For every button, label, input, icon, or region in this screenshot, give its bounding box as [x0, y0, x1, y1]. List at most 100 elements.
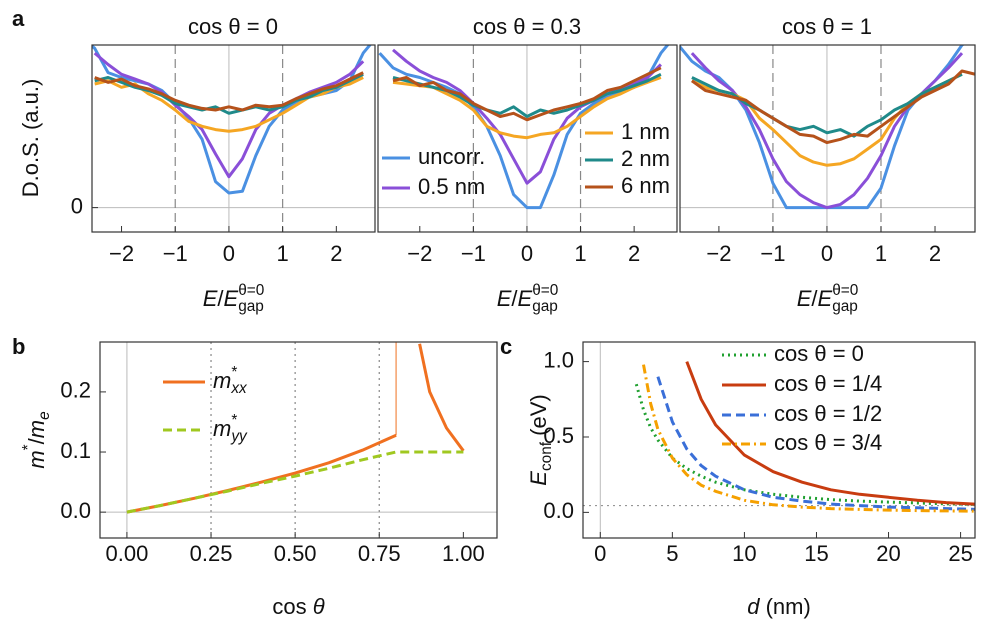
y-axis-label-part: E	[526, 471, 551, 486]
x-axis-label-part: E	[224, 286, 239, 311]
legend-label: cos θ = 1/4	[774, 371, 882, 396]
x-tick-label: 0.75	[358, 541, 401, 566]
x-tick-label: −2	[407, 241, 432, 266]
y-tick-label: 1.0	[543, 347, 574, 372]
legend-label-part: yy	[230, 428, 248, 445]
x-tick-label: 2	[628, 241, 640, 266]
y-axis-label-part: m	[24, 420, 49, 438]
y-tick-label: 0.5	[543, 423, 574, 448]
panel-letter: b	[12, 334, 25, 359]
panel-title: cos θ = 0	[188, 14, 278, 39]
x-axis-label-part: θ=0	[832, 282, 858, 299]
plot-frame	[377, 44, 678, 233]
legend-label: cos θ = 1/2	[774, 401, 882, 426]
legend-label: cos θ = 3/4	[774, 430, 882, 455]
x-tick-label: −1	[461, 241, 486, 266]
x-tick-label: 10	[732, 541, 756, 566]
x-axis-label-part: cos	[272, 594, 312, 619]
x-tick-label: 5	[666, 541, 678, 566]
y-axis-label-part: *	[20, 444, 37, 450]
x-axis-label-part: θ	[313, 594, 325, 619]
x-tick-label: 15	[804, 541, 828, 566]
x-axis-label-part: E	[518, 286, 533, 311]
x-axis-label: d (nm)	[747, 594, 811, 619]
series-line	[642, 364, 975, 513]
panel-letter: c	[500, 334, 512, 359]
panel-title: cos θ = 0.3	[473, 14, 581, 39]
x-tick-label: −2	[706, 241, 731, 266]
legend-label: cos θ = 0	[774, 341, 864, 366]
x-tick-label: 1	[875, 241, 887, 266]
x-tick-label: 1.00	[442, 541, 485, 566]
x-axis-label-part: E	[797, 286, 812, 311]
plot-frame	[582, 341, 976, 539]
series-line	[634, 383, 975, 506]
y-axis-label-part: e	[36, 411, 53, 420]
x-axis-label-part: E	[203, 286, 218, 311]
x-axis-label-part: gap	[532, 298, 558, 315]
y-tick-label: 0.1	[60, 438, 91, 463]
y-tick-label: 0.2	[60, 378, 91, 403]
x-axis-label-part: E	[818, 286, 833, 311]
y-axis-label-part: conf	[538, 441, 555, 471]
x-tick-label: −1	[760, 241, 785, 266]
x-tick-label: 1	[574, 241, 586, 266]
legend-label: m* yy	[213, 412, 248, 445]
x-tick-label: 0.25	[190, 541, 233, 566]
series-line	[691, 69, 975, 145]
x-tick-label: 2	[929, 241, 941, 266]
x-axis-label-part: θ=0	[238, 282, 264, 299]
x-axis-label-part: E	[497, 286, 512, 311]
legend-label-part: xx	[230, 380, 248, 397]
legend-label-part: *	[231, 364, 237, 381]
plot-frame	[99, 341, 498, 539]
x-axis-label-part: /	[811, 286, 818, 311]
y-axis-label: Econf (eV)	[526, 394, 555, 485]
panel-title: cos θ = 1	[782, 14, 872, 39]
x-axis-label-part: d	[747, 594, 760, 619]
series-line	[94, 71, 364, 112]
series-line	[94, 72, 364, 115]
x-tick-label: 0	[594, 541, 606, 566]
x-axis-label: E/Eθ=0 gap	[497, 282, 559, 315]
x-axis-label: E/Eθ=0 gap	[203, 282, 265, 315]
series-line	[685, 361, 975, 506]
y-axis-label-part: m	[24, 450, 49, 468]
x-tick-label: 25	[948, 541, 972, 566]
legend-label-part: m	[213, 416, 231, 441]
x-tick-label: 0.00	[106, 541, 149, 566]
series-line	[126, 450, 464, 514]
y-axis-label: m*/me	[20, 411, 53, 468]
panel-letter: a	[12, 6, 25, 31]
legend-label: uncorr.	[418, 144, 485, 169]
x-tick-label: −1	[163, 241, 188, 266]
x-tick-label: 0	[223, 241, 235, 266]
x-tick-label: 2	[330, 241, 342, 266]
legend-label: 0.5 nm	[418, 174, 485, 199]
x-axis-label-part: /	[217, 286, 224, 311]
plot-frame	[679, 44, 976, 233]
x-axis-label-part: θ=0	[532, 282, 558, 299]
x-tick-label: −2	[109, 241, 134, 266]
x-tick-label: 1	[277, 241, 289, 266]
legend-label: m* xx	[213, 364, 248, 397]
series-line	[392, 66, 662, 122]
x-axis-label: cos θ	[272, 594, 324, 619]
x-axis-label-part: gap	[238, 298, 264, 315]
x-tick-label: 0.50	[274, 541, 317, 566]
legend-label-part: m	[213, 368, 231, 393]
y-tick-label: 0.0	[60, 498, 91, 523]
legend-label: 1 nm	[621, 119, 670, 144]
x-tick-label: 20	[876, 541, 900, 566]
x-tick-label: 0	[821, 241, 833, 266]
legend-label: 2 nm	[621, 146, 670, 171]
legend-label-part: *	[231, 412, 237, 429]
y-tick-label: 0.0	[543, 498, 574, 523]
series-line	[93, 51, 365, 179]
plot-frame	[91, 44, 376, 233]
legend-label: 6 nm	[621, 173, 670, 198]
x-axis-label-part: (nm)	[759, 594, 810, 619]
x-axis-label-part: gap	[832, 298, 858, 315]
y-axis-label: D.o.S. (a.u.)	[18, 79, 43, 198]
